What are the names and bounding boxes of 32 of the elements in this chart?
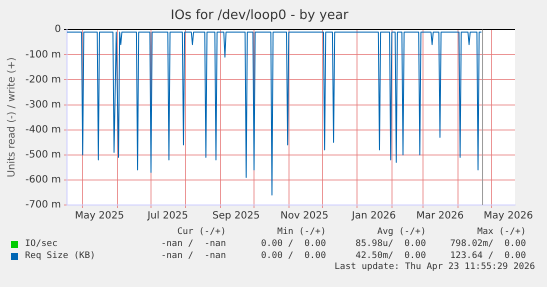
y-tick-label: -600 m bbox=[25, 174, 61, 186]
y-tick-label: -100 m bbox=[25, 49, 61, 60]
x-tick-label: Jul 2025 bbox=[146, 210, 188, 222]
legend-label: IO/sec bbox=[25, 238, 58, 250]
x-tick-label: May 2026 bbox=[484, 210, 533, 222]
y-tick-label: 0 bbox=[54, 24, 61, 36]
x-tick-label: Mar 2026 bbox=[416, 210, 464, 222]
legend-label: Req Size (KB) bbox=[25, 250, 96, 262]
text: Cur (-/+) bbox=[176, 226, 226, 238]
y-axis-title: Units read (-) / write (+) bbox=[6, 57, 18, 178]
y-tick-label: -400 m bbox=[25, 124, 61, 136]
text: -nan / -nan bbox=[160, 238, 226, 250]
text: 123.64 / 0.00 bbox=[449, 250, 526, 262]
x-tick-label: Sep 2025 bbox=[212, 210, 260, 222]
x-tick-label: Jan 2026 bbox=[350, 210, 396, 222]
text: 798.02m/ 0.00 bbox=[449, 238, 526, 250]
text: 0.00 / 0.00 bbox=[260, 250, 326, 262]
y-tick-label: -300 m bbox=[25, 99, 61, 110]
text: Min (-/+) bbox=[276, 226, 326, 238]
text: Max (-/+) bbox=[476, 226, 526, 238]
y-tick-label: -700 m bbox=[25, 200, 61, 211]
y-tick-label: -200 m bbox=[25, 74, 61, 86]
text: 42.50m/ 0.00 bbox=[354, 250, 426, 262]
x-tick-label: May 2025 bbox=[74, 210, 124, 222]
text: 85.98u/ 0.00 bbox=[354, 238, 426, 250]
text: 0.00 / 0.00 bbox=[260, 238, 326, 250]
chart-title: IOs for /dev/loop0 - by year bbox=[170, 8, 350, 24]
y-tick-label: -500 m bbox=[25, 149, 61, 160]
text: Last update: Thu Apr 23 11:55:29 2026 bbox=[334, 262, 535, 272]
text: -nan / -nan bbox=[160, 250, 226, 262]
text: Avg (-/+) bbox=[376, 226, 426, 238]
x-tick-label: Nov 2025 bbox=[280, 210, 329, 222]
